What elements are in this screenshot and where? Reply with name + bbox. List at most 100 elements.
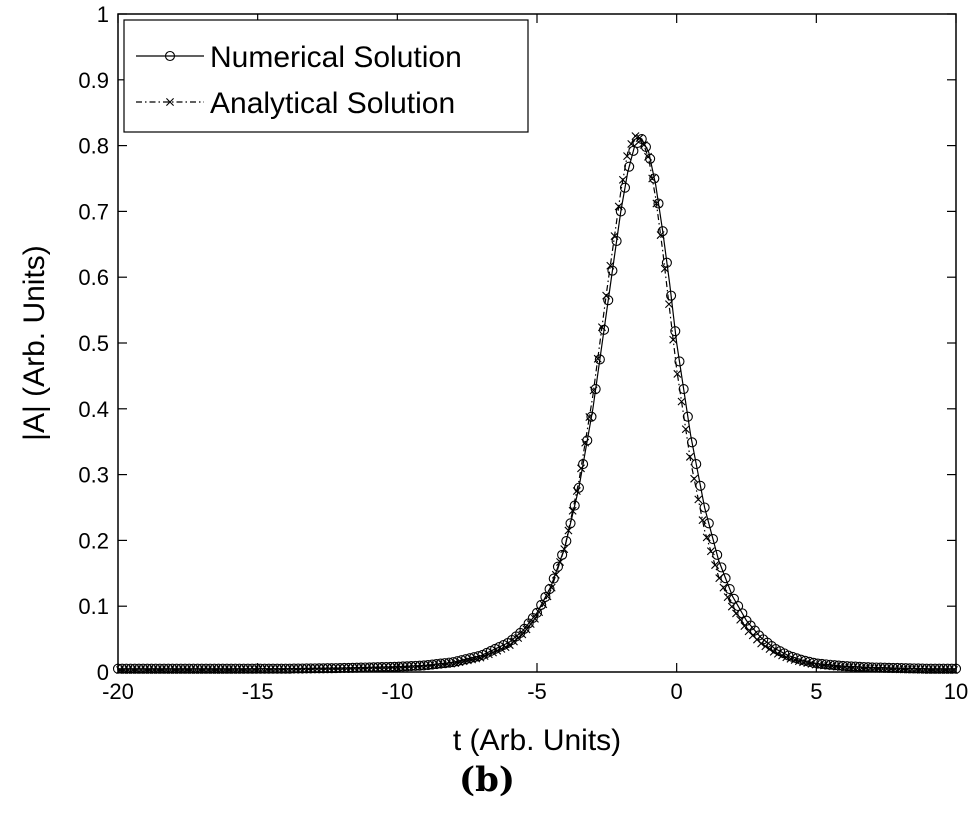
data-point <box>761 642 770 651</box>
y-tick-label: 0.4 <box>78 397 109 422</box>
data-point <box>284 663 295 674</box>
data-point <box>305 663 316 674</box>
data-point <box>561 536 572 547</box>
data-point <box>657 226 668 237</box>
ticks-layer: -20 -15 -10 -5 0 5 10 0 0.1 0.2 0.3 0.4 0.5 0.6 0.7 0.8… <box>78 2 968 704</box>
data-point <box>674 356 685 367</box>
data-point <box>623 152 632 161</box>
data-point <box>535 608 544 617</box>
data-point <box>619 182 631 193</box>
data-point <box>727 602 736 611</box>
data-point <box>493 646 502 655</box>
x-tick-label: 0 <box>671 679 683 704</box>
data-point <box>740 622 749 631</box>
y-tick-label: 0.1 <box>78 594 109 619</box>
data-point <box>627 139 636 148</box>
data-point <box>670 326 681 337</box>
data-point <box>489 648 497 657</box>
data-point <box>526 620 535 629</box>
data-point <box>603 295 614 306</box>
legend: Numerical Solution Analytical Solution <box>123 19 529 133</box>
data-point <box>309 663 320 674</box>
x-tick-label: 10 <box>944 679 968 704</box>
data-point <box>551 570 560 579</box>
data-point <box>578 459 589 470</box>
data-point <box>560 545 569 554</box>
data-point <box>484 650 493 659</box>
legend-label: Analytical Solution <box>210 87 455 120</box>
y-axis-label: |A| (Arb. Units) <box>18 245 51 441</box>
data-point <box>318 663 329 674</box>
data-point <box>581 438 590 447</box>
legend-label: Numerical Solution <box>210 41 462 74</box>
data-point <box>585 413 594 422</box>
data-point <box>594 354 605 365</box>
data-point <box>272 663 283 674</box>
data-point <box>372 662 383 673</box>
data-point <box>712 549 723 560</box>
data-point <box>723 593 732 602</box>
x-tick-label: -15 <box>242 679 274 704</box>
data-point <box>586 411 597 422</box>
data-point <box>669 335 678 344</box>
data-point <box>644 152 653 161</box>
data-point <box>656 231 665 240</box>
data-point <box>360 662 371 673</box>
legend-box <box>123 19 529 133</box>
data-point <box>476 653 485 662</box>
legend-marker <box>166 98 174 106</box>
y-tick-label: 0.6 <box>78 265 109 290</box>
data-point <box>694 495 703 504</box>
data-point <box>648 174 657 183</box>
data-point <box>589 386 598 395</box>
y-tick-label: 0.5 <box>78 331 109 356</box>
data-point <box>732 609 741 618</box>
data-point <box>773 649 782 658</box>
data-point <box>314 663 325 674</box>
data-point <box>610 232 619 241</box>
data-point <box>548 573 559 584</box>
data-point <box>711 561 720 570</box>
data-point <box>568 506 577 515</box>
legend-marker <box>164 50 176 62</box>
data-point <box>501 643 510 652</box>
data-point <box>778 651 787 660</box>
data-point <box>364 662 375 673</box>
data-point <box>497 644 506 653</box>
data-point <box>552 561 564 572</box>
y-tick-label: 0.9 <box>78 68 109 93</box>
data-point <box>522 625 531 634</box>
data-point <box>326 663 337 674</box>
data-point <box>590 384 601 395</box>
y-tick-label: 0.8 <box>78 134 109 159</box>
data-point <box>335 663 346 674</box>
data-point <box>389 661 400 672</box>
data-point <box>664 300 673 309</box>
data-point <box>573 482 584 493</box>
data-point <box>607 265 618 276</box>
data-point <box>276 663 287 674</box>
data-point <box>267 663 279 674</box>
data-point <box>666 290 677 301</box>
data-point <box>602 291 611 300</box>
data-point <box>547 583 556 592</box>
data-point <box>564 526 573 535</box>
data-point <box>719 583 728 592</box>
y-tick-label: 0 <box>97 660 109 685</box>
data-point <box>639 140 648 149</box>
data-point <box>330 663 341 674</box>
data-point <box>715 574 724 583</box>
data-point <box>614 202 623 211</box>
data-point <box>418 660 429 671</box>
data-point <box>703 518 714 529</box>
data-point <box>765 645 774 654</box>
data-point <box>736 615 745 624</box>
x-tick-label: 5 <box>810 679 822 704</box>
data-point <box>769 647 778 656</box>
data-point <box>322 663 333 674</box>
data-point <box>385 661 396 672</box>
x-axis-label: t (Arb. Units) <box>453 724 621 757</box>
data-point <box>782 653 791 662</box>
data-point <box>652 199 661 208</box>
